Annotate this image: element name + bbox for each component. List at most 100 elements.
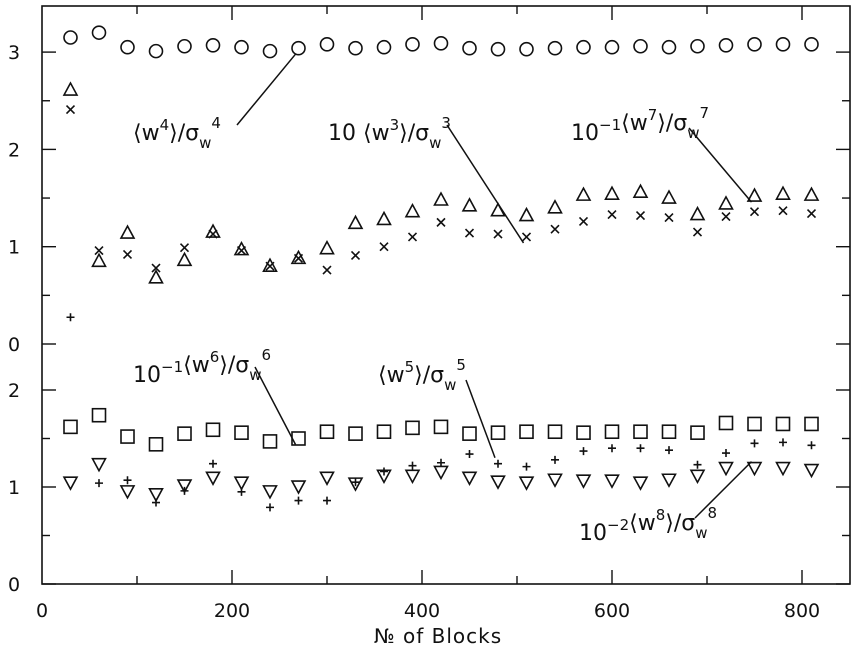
marker-circle	[547, 40, 563, 56]
marker-square	[348, 426, 363, 441]
marker-plus	[551, 455, 559, 464]
marker-cross	[521, 232, 532, 242]
marker-triangle-up	[518, 206, 535, 222]
marker-plus	[608, 444, 616, 453]
marker-plus	[665, 446, 673, 455]
marker-triangle-down	[176, 479, 193, 494]
marker-square	[519, 424, 534, 440]
marker-cross	[122, 249, 133, 260]
marker-triangle-up	[205, 223, 221, 238]
annotation-label: 10−1⟨w7⟩/σw7	[571, 104, 709, 146]
marker-cross	[635, 210, 646, 221]
y-tick-label: 0	[8, 334, 20, 356]
marker-triangle-up	[632, 183, 649, 199]
marker-circle	[63, 30, 78, 45]
marker-cross	[436, 217, 446, 227]
annotation-w8: 10−2⟨w8⟩/σw8	[579, 461, 753, 546]
marker-square	[405, 420, 420, 436]
x-tick-label: 600	[594, 600, 630, 622]
annotation-label: 10−2⟨w8⟩/σw8	[579, 504, 717, 546]
marker-triangle-down	[62, 476, 79, 491]
leader-line	[236, 53, 297, 126]
marker-triangle-up	[604, 185, 620, 200]
marker-circle	[519, 41, 534, 57]
marker-triangle-down	[632, 476, 649, 491]
marker-cross	[778, 206, 788, 216]
marker-square	[747, 416, 762, 432]
marker-cross	[664, 212, 674, 223]
marker-cross	[65, 104, 76, 115]
marker-square	[120, 429, 135, 444]
marker-circle	[319, 37, 335, 52]
marker-triangle-down	[718, 461, 734, 477]
marker-triangle-down	[148, 487, 164, 503]
marker-circle	[462, 40, 477, 56]
marker-triangle-up	[718, 195, 734, 210]
marker-triangle-up	[461, 197, 478, 212]
marker-circle	[148, 43, 164, 59]
x-tick-label: 400	[404, 600, 440, 622]
marker-square	[661, 424, 677, 440]
marker-triangle-up	[376, 210, 392, 226]
marker-square	[775, 416, 791, 432]
marker-triangle-up	[775, 185, 791, 200]
marker-circle	[262, 43, 278, 59]
leader-line	[446, 124, 525, 244]
marker-plus	[380, 467, 388, 476]
marker-triangle-down	[575, 474, 592, 489]
annotation-label: ⟨w4⟩/σw4	[133, 114, 221, 152]
marker-plus	[522, 462, 531, 471]
y-tick-label: 1	[8, 237, 20, 259]
marker-cross	[379, 242, 389, 252]
y-tick-label: 2	[8, 139, 20, 161]
marker-triangle-down	[689, 469, 706, 485]
marker-triangle-down	[775, 461, 791, 477]
marker-circle	[804, 37, 819, 52]
marker-triangle-up	[575, 186, 592, 201]
marker-circle	[291, 40, 306, 56]
annotation-w4: ⟨w4⟩/σw4	[133, 53, 297, 152]
marker-cross	[806, 209, 817, 219]
marker-plus	[693, 460, 702, 469]
marker-triangle-down	[119, 485, 136, 500]
marker-triangle-up	[233, 240, 250, 256]
leader-line	[694, 461, 753, 519]
marker-cross	[350, 250, 361, 261]
marker-triangle-up	[404, 202, 421, 218]
marker-square	[234, 425, 249, 440]
marker-triangle-up	[689, 205, 706, 221]
marker-square	[205, 422, 221, 438]
marker-circle	[376, 39, 392, 55]
marker-cross	[179, 243, 190, 253]
y-tick-label: 0	[8, 574, 20, 596]
marker-cross	[550, 224, 560, 234]
marker-cross	[322, 265, 332, 275]
marker-triangle-up	[547, 199, 563, 214]
axis-ticks	[42, 6, 850, 585]
marker-plus	[494, 459, 502, 468]
leader-line	[254, 366, 297, 445]
marker-plus	[465, 450, 474, 459]
marker-square	[433, 419, 449, 435]
marker-triangle-down	[433, 465, 449, 481]
leader-line	[465, 379, 496, 458]
data-marks	[62, 25, 820, 512]
plot-border	[41, 5, 851, 585]
marker-circle	[576, 39, 591, 55]
y-tick-label: 1	[8, 477, 20, 499]
marker-circle	[718, 37, 734, 53]
marker-plus	[807, 441, 816, 450]
marker-triangle-up	[290, 249, 307, 265]
marker-plus	[722, 449, 730, 458]
marker-cross	[493, 229, 503, 239]
marker-triangle-up	[91, 252, 107, 268]
marker-circle	[433, 36, 449, 51]
marker-triangle-up	[176, 251, 193, 267]
marker-plus	[351, 478, 360, 487]
marker-cross	[94, 246, 104, 256]
marker-cross	[692, 227, 703, 237]
marker-plus	[323, 496, 331, 505]
marker-triangle-down	[461, 471, 478, 486]
annotation-w5: ⟨w5⟩/σw5	[378, 356, 496, 458]
